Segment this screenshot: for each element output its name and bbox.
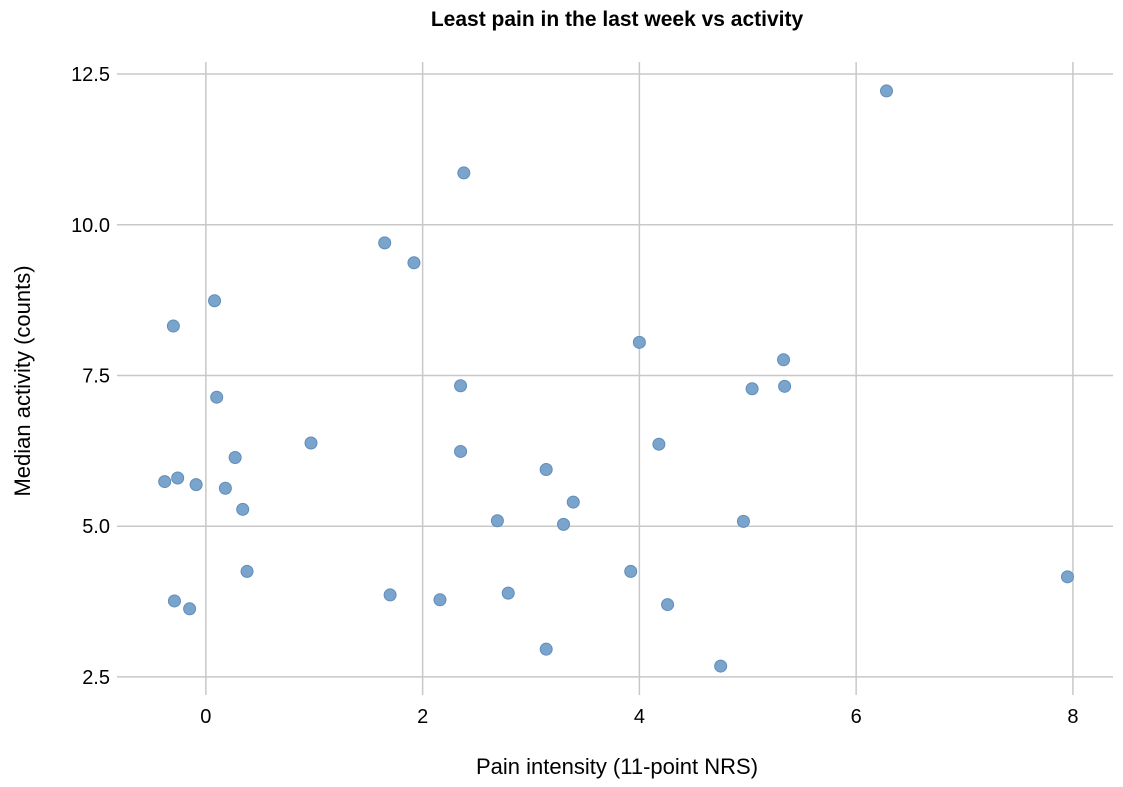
data-point bbox=[210, 390, 224, 404]
data-point bbox=[407, 256, 421, 270]
y-tick-label: 5.0 bbox=[82, 516, 110, 538]
x-gridlines bbox=[205, 62, 1074, 695]
y-tick-labels: 2.5 5.0 7.5 10.0 12.5 bbox=[71, 64, 110, 689]
x-tick-labels: 0 2 4 6 8 bbox=[200, 706, 1078, 728]
x-tick-label: 6 bbox=[851, 706, 862, 728]
data-point bbox=[454, 444, 468, 458]
data-point bbox=[714, 659, 728, 673]
data-point bbox=[171, 471, 185, 485]
data-point bbox=[457, 166, 471, 180]
y-gridlines bbox=[117, 73, 1113, 678]
y-tick-label: 12.5 bbox=[71, 64, 110, 86]
data-point bbox=[183, 602, 197, 616]
data-point bbox=[539, 642, 553, 656]
data-point bbox=[879, 84, 893, 98]
data-point bbox=[501, 586, 515, 600]
data-points bbox=[158, 84, 1074, 673]
data-point bbox=[208, 294, 222, 308]
y-tick-label: 10.0 bbox=[71, 215, 110, 237]
data-point bbox=[189, 478, 203, 492]
y-axis-label: Median activity (counts) bbox=[10, 265, 35, 496]
data-point bbox=[557, 517, 571, 531]
data-point bbox=[383, 588, 397, 602]
x-tick-label: 0 bbox=[200, 706, 211, 728]
data-point bbox=[624, 564, 638, 578]
data-point bbox=[490, 514, 504, 528]
data-point bbox=[777, 353, 791, 367]
data-point bbox=[652, 437, 666, 451]
data-point bbox=[745, 382, 759, 396]
data-point bbox=[454, 379, 468, 393]
data-point bbox=[158, 475, 172, 489]
data-point bbox=[240, 564, 254, 578]
data-point bbox=[433, 593, 447, 607]
data-point bbox=[1060, 570, 1074, 584]
x-tick-label: 4 bbox=[634, 706, 645, 728]
data-point bbox=[166, 319, 180, 333]
data-point bbox=[304, 436, 318, 450]
data-point bbox=[167, 594, 181, 608]
x-tick-label: 8 bbox=[1067, 706, 1078, 728]
data-point bbox=[218, 481, 232, 495]
data-point bbox=[378, 236, 392, 250]
y-tick-label: 7.5 bbox=[82, 365, 110, 387]
data-point bbox=[661, 598, 675, 612]
data-point bbox=[778, 379, 792, 393]
data-point bbox=[236, 502, 250, 516]
data-point bbox=[632, 335, 646, 349]
x-tick-label: 2 bbox=[417, 706, 428, 728]
data-point bbox=[566, 495, 580, 509]
data-point bbox=[228, 450, 242, 464]
data-point bbox=[736, 514, 750, 528]
data-point bbox=[539, 463, 553, 477]
y-tick-label: 2.5 bbox=[82, 667, 110, 689]
chart-title: Least pain in the last week vs activity bbox=[431, 8, 804, 31]
x-axis-label: Pain intensity (11-point NRS) bbox=[476, 754, 758, 779]
